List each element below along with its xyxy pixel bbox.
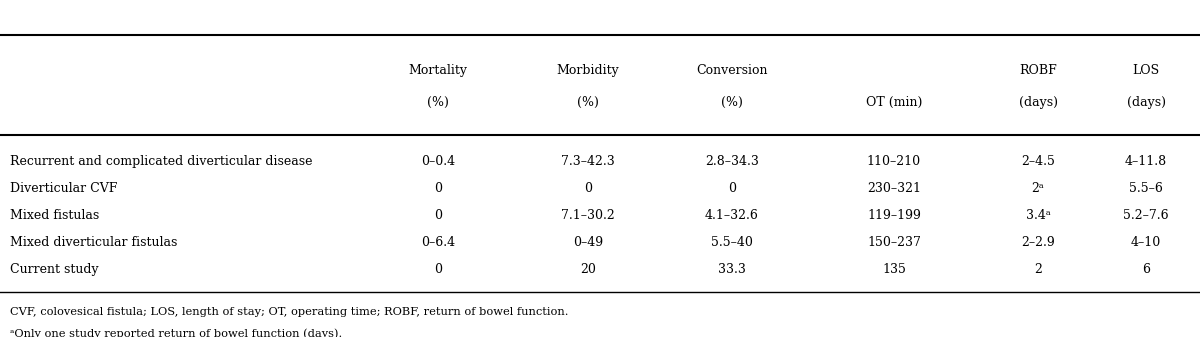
Text: 119–199: 119–199	[868, 209, 920, 222]
Text: 0: 0	[434, 209, 442, 222]
Text: (days): (days)	[1019, 96, 1057, 109]
Text: ROBF: ROBF	[1019, 64, 1057, 77]
Text: 135: 135	[882, 263, 906, 276]
Text: 5.2–7.6: 5.2–7.6	[1123, 209, 1169, 222]
Text: 0: 0	[434, 182, 442, 195]
Text: (%): (%)	[427, 96, 449, 109]
Text: 0: 0	[728, 182, 736, 195]
Text: (days): (days)	[1127, 96, 1165, 109]
Text: (%): (%)	[577, 96, 599, 109]
Text: 0–49: 0–49	[572, 236, 604, 249]
Text: 230–321: 230–321	[866, 182, 922, 195]
Text: 3.4ᵃ: 3.4ᵃ	[1026, 209, 1050, 222]
Text: 7.1–30.2: 7.1–30.2	[562, 209, 614, 222]
Text: Mixed diverticular fistulas: Mixed diverticular fistulas	[10, 236, 176, 249]
Text: 4.1–32.6: 4.1–32.6	[706, 209, 758, 222]
Text: 2.8–34.3: 2.8–34.3	[706, 155, 758, 168]
Text: Current study: Current study	[10, 263, 98, 276]
Text: 150–237: 150–237	[868, 236, 920, 249]
Text: 4–10: 4–10	[1130, 236, 1162, 249]
Text: 5.5–40: 5.5–40	[712, 236, 752, 249]
Text: 2ᵃ: 2ᵃ	[1032, 182, 1044, 195]
Text: Diverticular CVF: Diverticular CVF	[10, 182, 116, 195]
Text: 2–4.5: 2–4.5	[1021, 155, 1055, 168]
Text: 110–210: 110–210	[866, 155, 922, 168]
Text: 0–6.4: 0–6.4	[421, 236, 455, 249]
Text: (%): (%)	[721, 96, 743, 109]
Text: CVF, colovesical fistula; LOS, length of stay; OT, operating time; ROBF, return : CVF, colovesical fistula; LOS, length of…	[10, 307, 568, 317]
Text: 2: 2	[1034, 263, 1042, 276]
Text: ᵃOnly one study reported return of bowel function (days).: ᵃOnly one study reported return of bowel…	[10, 328, 342, 337]
Text: Recurrent and complicated diverticular disease: Recurrent and complicated diverticular d…	[10, 155, 312, 168]
Text: 33.3: 33.3	[718, 263, 746, 276]
Text: 4–11.8: 4–11.8	[1124, 155, 1168, 168]
Text: 0: 0	[584, 182, 592, 195]
Text: OT (min): OT (min)	[866, 96, 922, 109]
Text: 7.3–42.3: 7.3–42.3	[562, 155, 614, 168]
Text: Conversion: Conversion	[696, 64, 768, 77]
Text: 0: 0	[434, 263, 442, 276]
Text: LOS: LOS	[1133, 64, 1159, 77]
Text: Mixed fistulas: Mixed fistulas	[10, 209, 98, 222]
Text: Morbidity: Morbidity	[557, 64, 619, 77]
Text: Mortality: Mortality	[408, 64, 468, 77]
Text: 5.5–6: 5.5–6	[1129, 182, 1163, 195]
Text: 20: 20	[580, 263, 596, 276]
Text: 2–2.9: 2–2.9	[1021, 236, 1055, 249]
Text: 6: 6	[1142, 263, 1150, 276]
Text: 0–0.4: 0–0.4	[421, 155, 455, 168]
